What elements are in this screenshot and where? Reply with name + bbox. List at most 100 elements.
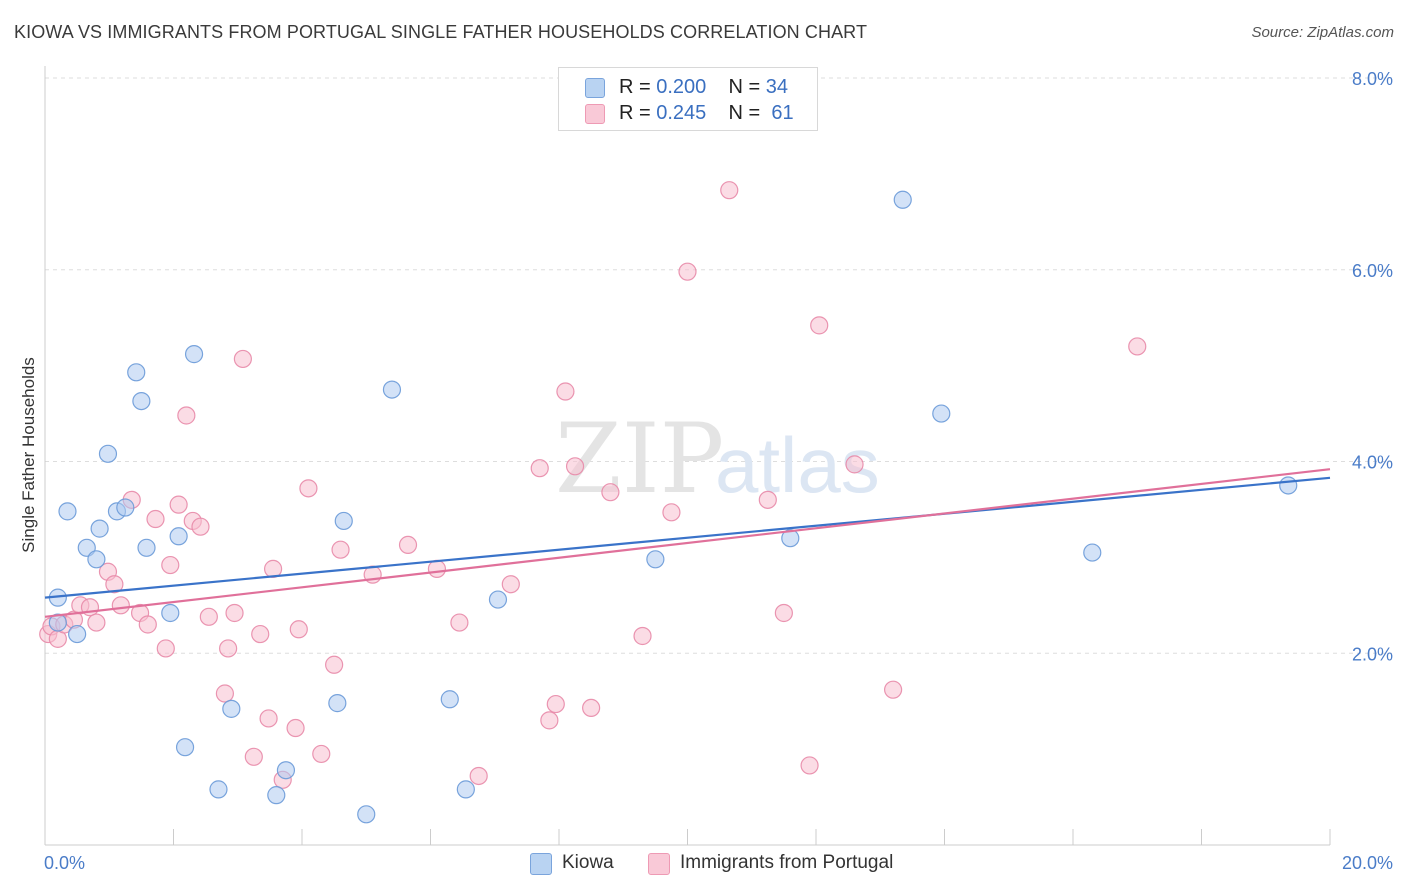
portugal-point bbox=[774, 603, 793, 623]
y-tick-label: 6.0% bbox=[1352, 261, 1393, 281]
kiowa-point bbox=[161, 603, 180, 623]
portugal-point bbox=[177, 406, 196, 425]
legend-r-label: R = bbox=[619, 76, 651, 98]
portugal-point bbox=[161, 555, 180, 575]
portugal-trend-line bbox=[44, 468, 1331, 618]
watermark-zip: ZIP bbox=[555, 403, 724, 515]
kiowa-point bbox=[222, 699, 241, 718]
portugal-point bbox=[286, 718, 305, 738]
kiowa-point bbox=[137, 538, 156, 557]
kiowa-point bbox=[87, 550, 106, 569]
portugal-point bbox=[565, 457, 585, 476]
portugal-point bbox=[450, 613, 469, 632]
grid-lines bbox=[45, 77, 1392, 654]
y-tick-label: 4.0% bbox=[1352, 453, 1393, 473]
portugal-point bbox=[312, 744, 331, 764]
legend-n-label: N = bbox=[728, 76, 761, 98]
kiowa-point bbox=[175, 738, 195, 757]
kiowa-point bbox=[267, 786, 286, 805]
kiowa-point bbox=[357, 805, 376, 824]
axes bbox=[44, 66, 1331, 846]
portugal-point bbox=[758, 490, 777, 509]
portugal-point bbox=[138, 615, 157, 634]
portugal-point bbox=[299, 479, 318, 498]
kiowa-point bbox=[132, 391, 151, 411]
kiowa-point bbox=[276, 761, 296, 780]
kiowa-point bbox=[440, 690, 459, 709]
legend-r-value: 0.200 bbox=[656, 76, 707, 98]
portugal-point bbox=[800, 756, 819, 775]
x-tick-label: 0.0% bbox=[44, 853, 85, 873]
kiowa-point bbox=[58, 502, 77, 521]
kiowa-legend-label: Kiowa bbox=[562, 852, 614, 873]
portugal-point bbox=[111, 596, 130, 615]
kiowa-point bbox=[68, 624, 87, 644]
source-label: Source: ZipAtlas.com bbox=[1251, 24, 1394, 41]
portugal-point bbox=[156, 639, 175, 658]
kiowa-swatch bbox=[585, 78, 605, 98]
kiowa-point bbox=[328, 694, 347, 713]
x-tick-label: 20.0% bbox=[1342, 853, 1393, 873]
portugal-point bbox=[289, 620, 308, 639]
tick-labels: 2.0% 4.0% 6.0% 8.0% 0.0% 20.0% bbox=[44, 69, 1393, 873]
kiowa-point bbox=[98, 444, 118, 463]
portugal-point bbox=[469, 766, 488, 786]
portugal-point bbox=[87, 613, 106, 632]
portugal-point bbox=[219, 639, 238, 658]
kiowa-point bbox=[169, 527, 188, 546]
portugal-point bbox=[546, 694, 565, 714]
legend-r-value: 0.245 bbox=[656, 102, 707, 124]
portugal-swatch bbox=[585, 104, 605, 124]
portugal-point bbox=[530, 459, 549, 478]
portugal-point bbox=[662, 503, 681, 522]
legend-n-value: 61 bbox=[771, 102, 794, 124]
legend-n-label: N = bbox=[728, 102, 761, 124]
kiowa-point bbox=[1279, 476, 1298, 495]
kiowa-legend-swatch bbox=[530, 853, 552, 875]
kiowa-point bbox=[646, 550, 665, 569]
portugal-point bbox=[720, 181, 739, 200]
kiowa-point bbox=[127, 363, 146, 382]
kiowa-point bbox=[781, 529, 800, 548]
portugal-point bbox=[582, 698, 601, 717]
portugal-point bbox=[883, 680, 903, 699]
portugal-point bbox=[244, 747, 263, 766]
portugal-point bbox=[501, 575, 520, 594]
portugal-point bbox=[251, 624, 270, 644]
kiowa-point bbox=[184, 345, 204, 364]
kiowa-point bbox=[932, 404, 951, 423]
portugal-point bbox=[427, 559, 447, 578]
kiowa-point bbox=[334, 511, 353, 531]
kiowa-point bbox=[1083, 543, 1102, 562]
portugal-legend-label: Immigrants from Portugal bbox=[680, 852, 894, 873]
legend-n-value: 34 bbox=[765, 76, 789, 98]
portugal-point bbox=[215, 684, 234, 703]
portugal-point bbox=[678, 262, 697, 281]
kiowa-point bbox=[90, 519, 109, 538]
portugal-point bbox=[146, 509, 165, 529]
portugal-point bbox=[225, 603, 244, 623]
correlation-legend: R = 0.200 N = 34 R = 0.245 N = 61 bbox=[558, 67, 818, 131]
portugal-point bbox=[233, 349, 252, 369]
portugal-point bbox=[105, 575, 124, 594]
portugal-point bbox=[540, 711, 559, 730]
y-tick-label: 2.0% bbox=[1352, 644, 1393, 664]
kiowa-point bbox=[488, 590, 508, 609]
chart-title: KIOWA VS IMMIGRANTS FROM PORTUGAL SINGLE… bbox=[14, 22, 868, 42]
portugal-point bbox=[845, 455, 864, 474]
portugal-point bbox=[633, 626, 652, 646]
portugal-point bbox=[810, 316, 829, 335]
portugal-point bbox=[601, 483, 620, 502]
kiowa-point bbox=[209, 780, 228, 799]
kiowa-point bbox=[48, 613, 67, 632]
portugal-point bbox=[1128, 337, 1147, 356]
portugal-point bbox=[398, 535, 418, 555]
portugal-point bbox=[259, 709, 278, 728]
portugal-point bbox=[169, 495, 188, 514]
portugal-point bbox=[331, 540, 350, 559]
kiowa-point bbox=[382, 380, 402, 399]
kiowa-point bbox=[116, 498, 135, 517]
legend-r-label: R = bbox=[619, 102, 651, 124]
portugal-legend-swatch bbox=[648, 853, 670, 875]
